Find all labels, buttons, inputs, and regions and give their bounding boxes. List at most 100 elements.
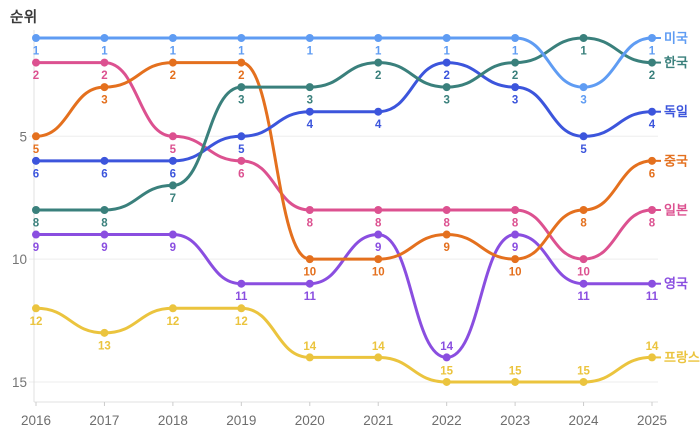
value-label-미국-2022: 1 <box>443 46 450 58</box>
data-point-일본-2018[interactable] <box>168 132 177 141</box>
data-point-독일-2021[interactable] <box>374 107 383 116</box>
data-point-한국-2016[interactable] <box>32 205 40 214</box>
data-point-한국-2024[interactable] <box>579 34 588 42</box>
value-label-미국-2024: 3 <box>580 95 586 107</box>
data-point-영국-2018[interactable] <box>168 230 177 239</box>
data-point-중국-2018[interactable] <box>168 58 177 67</box>
data-point-중국-2025[interactable] <box>648 156 656 165</box>
data-point-중국-2023[interactable] <box>511 255 520 264</box>
value-label-미국-2025: 1 <box>649 46 656 58</box>
data-point-일본-2016[interactable] <box>32 58 40 67</box>
series-line-독일[interactable] <box>34 61 654 163</box>
data-point-중국-2016[interactable] <box>32 132 40 141</box>
data-point-한국-2018[interactable] <box>168 181 177 190</box>
data-point-영국-2016[interactable] <box>32 230 40 239</box>
data-point-독일-2017[interactable] <box>100 156 109 165</box>
data-point-프랑스-2023[interactable] <box>511 377 520 386</box>
data-point-영국-2021[interactable] <box>374 230 383 239</box>
data-point-일본-2024[interactable] <box>579 255 588 264</box>
value-label-영국-2023: 9 <box>512 242 518 254</box>
data-point-프랑스-2022[interactable] <box>442 377 451 386</box>
data-point-중국-2022[interactable] <box>442 230 451 239</box>
series-line-프랑스[interactable] <box>34 306 654 384</box>
data-point-독일-2024[interactable] <box>579 132 588 141</box>
data-point-독일-2019[interactable] <box>237 132 246 141</box>
data-point-독일-2016[interactable] <box>32 156 40 165</box>
data-point-영국-2024[interactable] <box>579 279 588 288</box>
data-point-독일-2018[interactable] <box>168 156 177 165</box>
data-point-한국-2025[interactable] <box>648 58 656 67</box>
data-point-미국-2024[interactable] <box>579 83 588 92</box>
data-point-미국-2021[interactable] <box>374 34 383 42</box>
data-point-미국-2020[interactable] <box>305 34 314 42</box>
value-label-일본-2017: 2 <box>101 70 107 82</box>
x-tick-label-2021: 2021 <box>363 413 393 428</box>
data-point-독일-2020[interactable] <box>305 107 314 116</box>
data-point-한국-2021[interactable] <box>374 58 383 67</box>
series-line-일본[interactable] <box>34 61 654 261</box>
data-point-미국-2025[interactable] <box>648 34 656 42</box>
data-point-미국-2023[interactable] <box>511 34 520 42</box>
data-point-한국-2017[interactable] <box>100 205 109 214</box>
value-label-프랑스-2022: 15 <box>440 365 453 377</box>
value-label-일본-2025: 8 <box>649 217 656 229</box>
data-point-영국-2025[interactable] <box>648 279 656 288</box>
data-point-중국-2020[interactable] <box>305 255 314 264</box>
data-point-영국-2017[interactable] <box>100 230 109 239</box>
data-point-일본-2017[interactable] <box>100 58 109 67</box>
data-point-중국-2021[interactable] <box>374 255 383 264</box>
data-point-영국-2020[interactable] <box>305 279 314 288</box>
data-point-미국-2018[interactable] <box>168 34 177 42</box>
data-point-프랑스-2020[interactable] <box>305 353 314 362</box>
data-point-프랑스-2016[interactable] <box>32 304 40 313</box>
data-point-일본-2025[interactable] <box>648 205 656 214</box>
series-line-한국[interactable] <box>34 36 654 212</box>
data-point-영국-2022[interactable] <box>442 353 451 362</box>
data-point-독일-2025[interactable] <box>648 107 656 116</box>
value-label-독일-2023: 3 <box>512 95 518 107</box>
data-point-한국-2020[interactable] <box>305 83 314 92</box>
value-label-프랑스-2016: 12 <box>30 316 43 328</box>
value-label-독일-2018: 6 <box>170 168 176 180</box>
data-point-미국-2022[interactable] <box>442 34 451 42</box>
value-label-영국-2021: 9 <box>375 242 381 254</box>
series-line-영국[interactable] <box>34 233 654 359</box>
data-point-일본-2020[interactable] <box>305 205 314 214</box>
value-label-영국-2019: 11 <box>235 291 248 303</box>
data-point-미국-2019[interactable] <box>237 34 246 42</box>
data-point-일본-2019[interactable] <box>237 156 246 165</box>
data-point-독일-2022[interactable] <box>442 58 451 67</box>
data-point-일본-2022[interactable] <box>442 205 451 214</box>
data-point-한국-2023[interactable] <box>511 58 520 67</box>
value-label-일본-2020: 8 <box>307 217 314 229</box>
value-label-한국-2016: 8 <box>33 217 40 229</box>
data-point-프랑스-2017[interactable] <box>100 328 109 337</box>
data-point-중국-2017[interactable] <box>100 83 109 92</box>
data-point-프랑스-2019[interactable] <box>237 304 246 313</box>
data-point-프랑스-2021[interactable] <box>374 353 383 362</box>
data-point-미국-2017[interactable] <box>100 34 109 42</box>
data-point-한국-2022[interactable] <box>442 83 451 92</box>
value-label-영국-2024: 11 <box>577 291 590 303</box>
data-point-한국-2019[interactable] <box>237 83 246 92</box>
data-point-프랑스-2018[interactable] <box>168 304 177 313</box>
value-label-중국-2019: 2 <box>238 70 244 82</box>
value-label-중국-2025: 6 <box>649 168 655 180</box>
data-point-영국-2023[interactable] <box>511 230 520 239</box>
data-point-독일-2023[interactable] <box>511 83 520 92</box>
value-label-독일-2020: 4 <box>307 119 314 131</box>
value-label-프랑스-2020: 14 <box>303 341 316 353</box>
data-point-일본-2021[interactable] <box>374 205 383 214</box>
value-label-일본-2024: 10 <box>577 267 590 279</box>
value-label-독일-2016: 6 <box>33 168 39 180</box>
data-point-미국-2016[interactable] <box>32 34 40 42</box>
series-line-미국[interactable] <box>34 36 654 89</box>
data-point-중국-2019[interactable] <box>237 58 246 67</box>
data-point-프랑스-2025[interactable] <box>648 353 656 362</box>
data-point-프랑스-2024[interactable] <box>579 377 588 386</box>
data-point-중국-2024[interactable] <box>579 205 588 214</box>
data-point-영국-2019[interactable] <box>237 279 246 288</box>
data-point-일본-2023[interactable] <box>511 205 520 214</box>
series-end-label-미국: 미국 <box>664 31 688 46</box>
series-line-중국[interactable] <box>34 61 654 261</box>
